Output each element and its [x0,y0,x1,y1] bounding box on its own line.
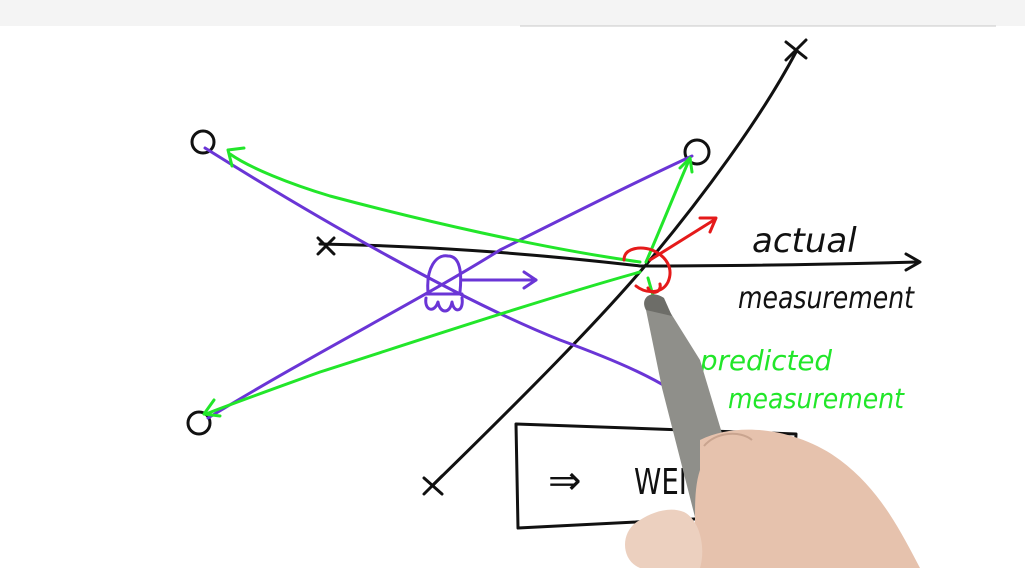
green-line-to-top-right [644,156,692,264]
x-mark-bottom [422,474,444,496]
robot-wheels [424,296,464,313]
green-line-to-top-left [228,152,642,264]
red-heading-arrow [648,218,716,262]
robot-body [426,254,463,294]
diagonal-axis [430,50,798,488]
horizontal-axis-arrowhead [904,252,922,272]
predicted-label: predicted [699,344,832,377]
x-mark-top [784,38,808,62]
thumb [625,509,703,568]
red-arrowhead [698,216,718,234]
horizontal-axis [318,242,920,268]
landmark-top-right [683,138,711,166]
actual-measurement-label: measurement [738,281,915,316]
purple-line-a [203,146,688,402]
predicted-measurement-label: measurement [728,382,905,415]
landmark-bottom-left [186,410,212,436]
purple-line-b [206,154,694,420]
weight-arrow-symbol: ⇒ [548,458,582,504]
green-arrowhead-bottom-left [202,398,222,418]
purple-lines [203,146,694,420]
red-wheel [646,282,662,294]
red-circle [622,246,672,293]
actual-label: actual [752,221,857,261]
pencil-tip [644,294,672,316]
hand [690,429,920,568]
hand-with-pencil [625,294,920,568]
x-mark-left [316,236,336,256]
robot-arrowhead [522,270,538,290]
top-strip [0,0,1025,26]
landmark-top-left [190,129,216,155]
red-robot-pose [622,216,718,294]
knuckle-line [703,432,753,447]
green-arrowhead-top-right [678,156,694,174]
green-arrowhead-top-left [226,146,246,168]
green-line-to-bottom-left [204,270,642,416]
